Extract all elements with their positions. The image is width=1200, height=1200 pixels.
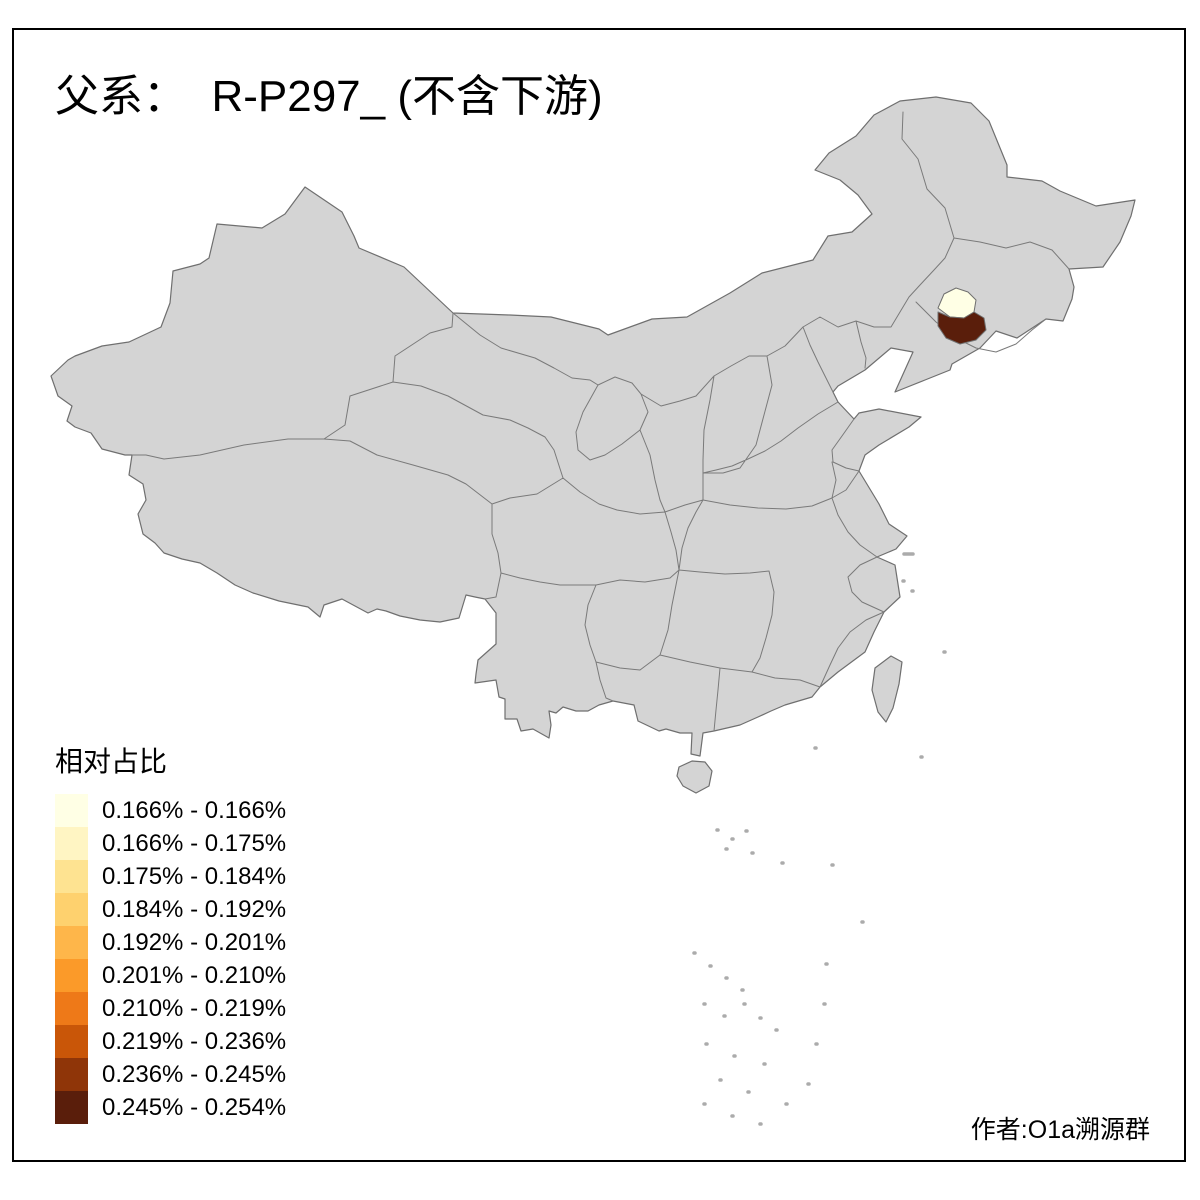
legend-label: 0.166% - 0.166% [102,796,287,824]
legend-swatch [55,1058,88,1091]
legend-swatch [55,992,88,1025]
legend-swatch [55,959,88,992]
legend-row: 0.175% - 0.184% [55,860,286,893]
legend-label: 0.192% - 0.201% [102,928,287,956]
hainan-island [676,760,713,794]
legend-label: 0.166% - 0.175% [102,829,287,857]
small-islands [692,552,947,1126]
legend-swatch [55,893,88,926]
legend-label: 0.184% - 0.192% [102,895,287,923]
legend-title: 相对占比 [55,746,168,777]
region-highest-value [937,311,987,345]
legend-label: 0.175% - 0.184% [102,862,287,890]
taiwan-island [871,655,903,723]
legend-swatch [55,1091,88,1124]
legend-swatch [55,926,88,959]
legend-row: 0.184% - 0.192% [55,893,286,926]
page-title: 父系： R-P297_ (不含下游) [55,72,603,121]
legend-row: 0.166% - 0.175% [55,827,286,860]
legend-row: 0.210% - 0.219% [55,992,286,1025]
legend-row: 0.236% - 0.245% [55,1058,286,1091]
legend: 相对占比 0.166% - 0.166% 0.166% - 0.175% 0.1… [55,740,286,1124]
legend-row: 0.201% - 0.210% [55,959,286,992]
province-borders [131,111,1070,732]
plot-border [12,28,1186,1162]
legend-row: 0.192% - 0.201% [55,926,286,959]
china-mainland [50,96,1136,757]
legend-label: 0.219% - 0.236% [102,1027,287,1055]
legend-swatch [55,827,88,860]
legend-label: 0.201% - 0.210% [102,961,287,989]
legend-label: 0.245% - 0.254% [102,1093,287,1121]
legend-row: 0.245% - 0.254% [55,1091,286,1124]
legend-label: 0.210% - 0.219% [102,994,287,1022]
legend-row: 0.166% - 0.166% [55,794,286,827]
legend-label: 0.236% - 0.245% [102,1060,287,1088]
legend-swatch [55,860,88,893]
legend-swatch [55,794,88,827]
legend-swatch [55,1025,88,1058]
author-credit: 作者:O1a溯源群 [970,1116,1150,1144]
legend-row: 0.219% - 0.236% [55,1025,286,1058]
